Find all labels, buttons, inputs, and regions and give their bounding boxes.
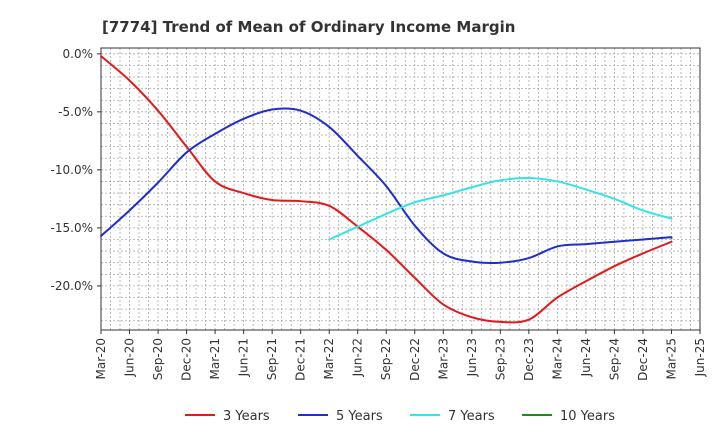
x-tick-label: Sep-24 [607,338,621,380]
series-line-3-years [100,55,673,324]
series-line-7-years [328,176,673,241]
y-tick-label: -15.0% [51,221,93,235]
x-tick-label: Jun-22 [351,338,365,377]
legend-item-5-years: 5 Years [298,409,383,424]
x-tick-label: Sep-23 [493,338,507,380]
x-tick-label: Sep-20 [151,338,165,380]
series-line-5-years [100,107,673,264]
x-tick-label: Dec-20 [180,338,194,381]
chart-title: [7774] Trend of Mean of Ordinary Income … [102,18,515,36]
legend-item-10-years: 10 Years [522,409,615,424]
x-tick-label: Jun-21 [237,338,251,377]
x-tick-label: Dec-21 [294,338,308,381]
legend-item-7-years: 7 Years [410,409,495,424]
x-tick-label: Mar-24 [550,338,564,379]
axes: 0.0% -5.0% -10.0% -15.0% -20.0% Mar-20 Jun-20 S… [51,47,707,381]
x-tick-label: Mar-22 [322,338,336,379]
x-tick-label: Jun-20 [123,338,137,377]
x-tick-label: Jun-23 [465,338,479,377]
series-lines [100,55,673,324]
grid [100,48,701,330]
legend-label: 3 Years [223,409,270,424]
y-tick-label: -10.0% [51,163,93,177]
x-tick-label: Sep-22 [379,338,393,380]
x-tick-label: Sep-21 [265,338,279,380]
x-tick-label: Dec-22 [408,338,422,381]
legend-label: 10 Years [560,409,615,424]
y-tick-label: -20.0% [51,279,93,293]
y-tick-label: -5.0% [58,105,93,119]
x-tick-label: Jun-25 [693,338,707,377]
legend: 3 Years 5 Years 7 Years 10 Years [185,409,615,424]
x-tick-label: Mar-21 [208,338,222,379]
x-tick-label: Mar-25 [664,338,678,379]
x-tick-label: Mar-20 [94,338,108,379]
x-tick-label: Dec-23 [522,338,536,381]
legend-label: 5 Years [336,409,383,424]
x-tick-label: Jun-24 [579,338,593,377]
x-tick-label: Mar-23 [436,338,450,379]
legend-item-3-years: 3 Years [185,409,270,424]
x-tick-label: Dec-24 [636,338,650,381]
legend-label: 7 Years [448,409,495,424]
y-tick-label: 0.0% [63,47,94,61]
plot-frame [100,47,701,331]
